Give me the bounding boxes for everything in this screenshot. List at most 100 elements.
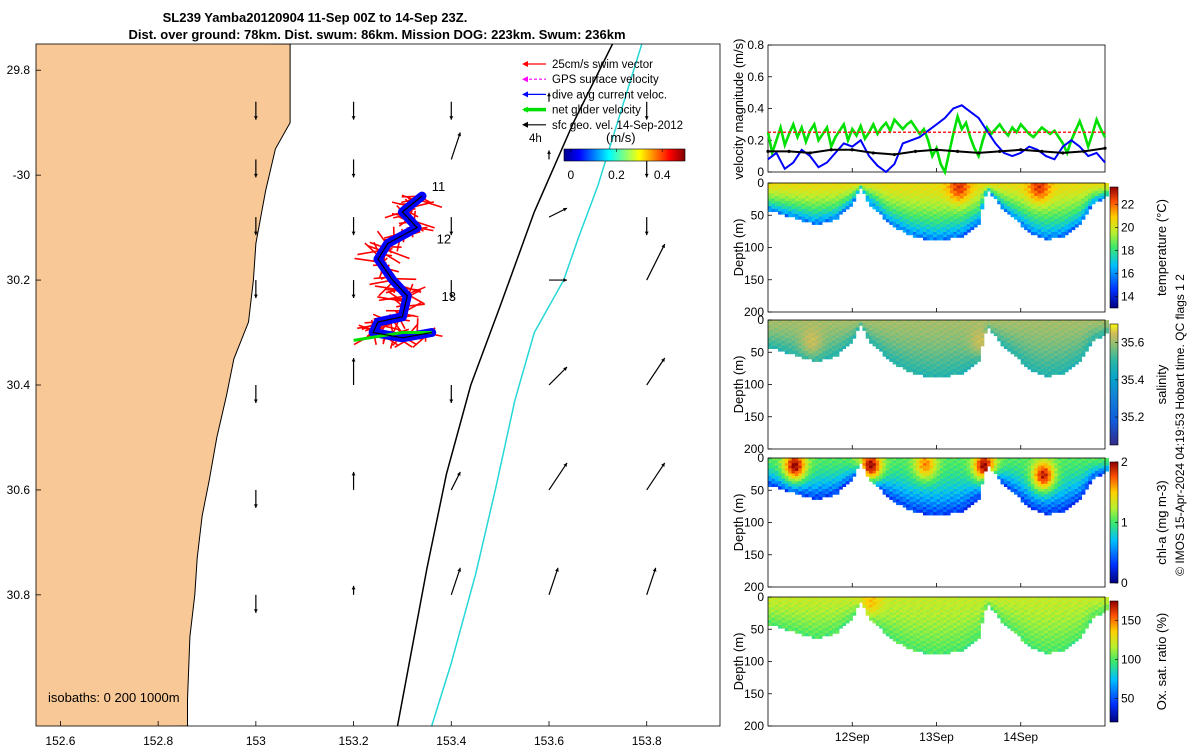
section-cell xyxy=(872,320,877,324)
section-cell xyxy=(939,232,944,236)
section-cell xyxy=(1057,478,1062,482)
section-cell xyxy=(818,483,823,487)
section-cell xyxy=(929,499,934,503)
section-cell xyxy=(963,335,968,339)
section-cell xyxy=(1047,504,1052,508)
section-cell xyxy=(1054,322,1059,326)
section-cell xyxy=(801,345,806,349)
section-cell xyxy=(1044,470,1049,475)
section-cell xyxy=(788,201,793,205)
section-cell xyxy=(936,458,941,462)
section-cell xyxy=(885,481,890,485)
section-cell xyxy=(966,361,971,365)
section-cell xyxy=(933,366,938,370)
section-cell xyxy=(970,483,975,487)
section-cell xyxy=(808,193,813,197)
section-cell xyxy=(916,343,921,347)
section-cell xyxy=(1037,229,1042,233)
section-cell xyxy=(919,476,924,480)
section-cell xyxy=(1020,496,1025,500)
section-cell xyxy=(912,229,917,233)
section-cell xyxy=(872,478,877,482)
section-cell xyxy=(1064,504,1069,508)
section-cell xyxy=(848,332,853,337)
section-cell xyxy=(1078,468,1082,472)
section-cell xyxy=(771,185,776,189)
section-cell xyxy=(821,494,826,498)
section-cell xyxy=(1071,353,1076,357)
section-cell xyxy=(1057,501,1062,506)
section-cell xyxy=(912,183,917,187)
section-cell xyxy=(923,483,927,487)
geo-velocity-point xyxy=(1103,146,1107,150)
section-cell xyxy=(838,348,843,352)
section-cell xyxy=(933,330,938,334)
velocity-tick-label: 0 xyxy=(757,165,764,179)
section-cell xyxy=(815,183,820,187)
section-cell xyxy=(882,481,887,485)
section-cell xyxy=(1020,483,1025,487)
section-cell xyxy=(815,190,820,194)
section-cell xyxy=(936,509,941,513)
section-cell xyxy=(906,489,911,493)
section-cell xyxy=(1051,183,1056,187)
section-cell xyxy=(963,369,968,373)
section-cell xyxy=(1027,332,1032,337)
section-cell xyxy=(889,460,894,464)
section-cell xyxy=(936,504,941,508)
section-cell xyxy=(1054,208,1059,212)
section-cell xyxy=(923,468,927,472)
section-cell xyxy=(896,478,901,482)
section-cell xyxy=(879,338,884,342)
section-cell xyxy=(899,343,904,347)
section-cell xyxy=(923,198,927,202)
section-cell xyxy=(1030,470,1035,475)
section-cell xyxy=(1074,476,1079,480)
section-cell xyxy=(842,203,847,207)
colorbar-tick-label: 1 xyxy=(1121,516,1128,530)
section-cell xyxy=(842,330,847,334)
section-cell xyxy=(1084,458,1089,462)
section-cell xyxy=(1074,491,1079,495)
section-cell xyxy=(1034,195,1039,200)
section-cell xyxy=(909,214,914,218)
section-cell xyxy=(970,195,975,200)
section-cell xyxy=(1094,465,1099,469)
section-cell xyxy=(821,338,826,342)
section-cell xyxy=(852,322,857,326)
section-cell xyxy=(774,465,779,469)
section-cell xyxy=(865,335,870,339)
section-cell xyxy=(1024,340,1029,344)
legend-entry-1: GPS surface velocity xyxy=(522,74,659,86)
section-cell xyxy=(845,201,850,205)
section-cell xyxy=(970,363,975,368)
section-cell xyxy=(912,340,917,344)
section-cell xyxy=(1020,216,1025,220)
section-cell xyxy=(990,458,995,462)
section-cell xyxy=(838,468,843,472)
section-cell xyxy=(923,361,927,365)
section-cell xyxy=(919,206,924,210)
section-cell xyxy=(1041,366,1045,370)
section-cell xyxy=(784,211,789,215)
section-cell xyxy=(1017,465,1022,469)
section-cell xyxy=(791,609,796,614)
section-cell xyxy=(1037,358,1042,362)
section-cell xyxy=(926,330,931,334)
section-cell xyxy=(1044,325,1049,329)
section-cell xyxy=(997,322,1002,326)
section-cell xyxy=(933,483,938,487)
section-cell xyxy=(946,224,951,228)
section-cell xyxy=(815,473,820,477)
section-cell xyxy=(778,325,783,329)
section-cell xyxy=(943,338,948,342)
section-cell xyxy=(912,468,917,472)
section-cell xyxy=(1081,216,1086,220)
section-cell xyxy=(926,201,931,205)
section-cell xyxy=(963,219,968,223)
section-cell xyxy=(848,183,853,187)
section-cell xyxy=(912,327,917,331)
section-cell xyxy=(899,494,904,498)
section-cell xyxy=(1057,214,1062,218)
